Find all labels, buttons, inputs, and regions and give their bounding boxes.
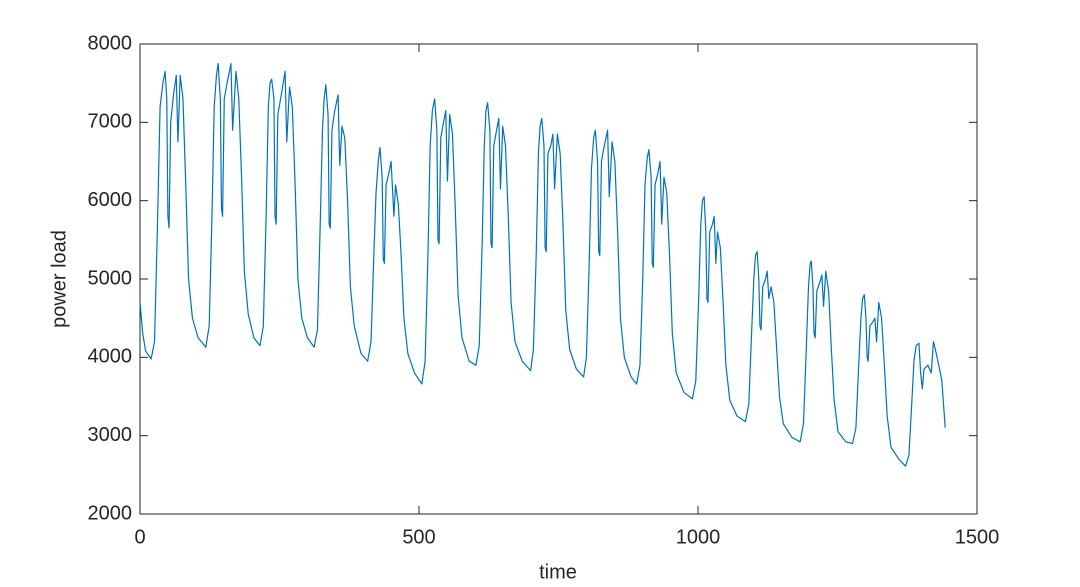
y-tick-label: 3000 — [88, 424, 133, 446]
y-tick-label: 4000 — [88, 346, 133, 368]
y-tick-label: 8000 — [88, 32, 133, 54]
x-tick-label: 500 — [402, 526, 435, 548]
data-line — [139, 62, 946, 467]
x-tick-label: 0 — [134, 526, 145, 548]
plot-area — [139, 43, 978, 515]
x-tick-label: 1000 — [676, 526, 721, 548]
y-tick-label: 6000 — [88, 189, 133, 211]
y-tick-label: 5000 — [88, 267, 133, 289]
y-tick-label: 2000 — [88, 502, 133, 524]
x-axis-label: time — [539, 561, 577, 583]
y-axis-label: power load — [48, 230, 70, 328]
x-tick-label: 1500 — [955, 526, 1000, 548]
y-tick-label: 7000 — [88, 111, 133, 133]
